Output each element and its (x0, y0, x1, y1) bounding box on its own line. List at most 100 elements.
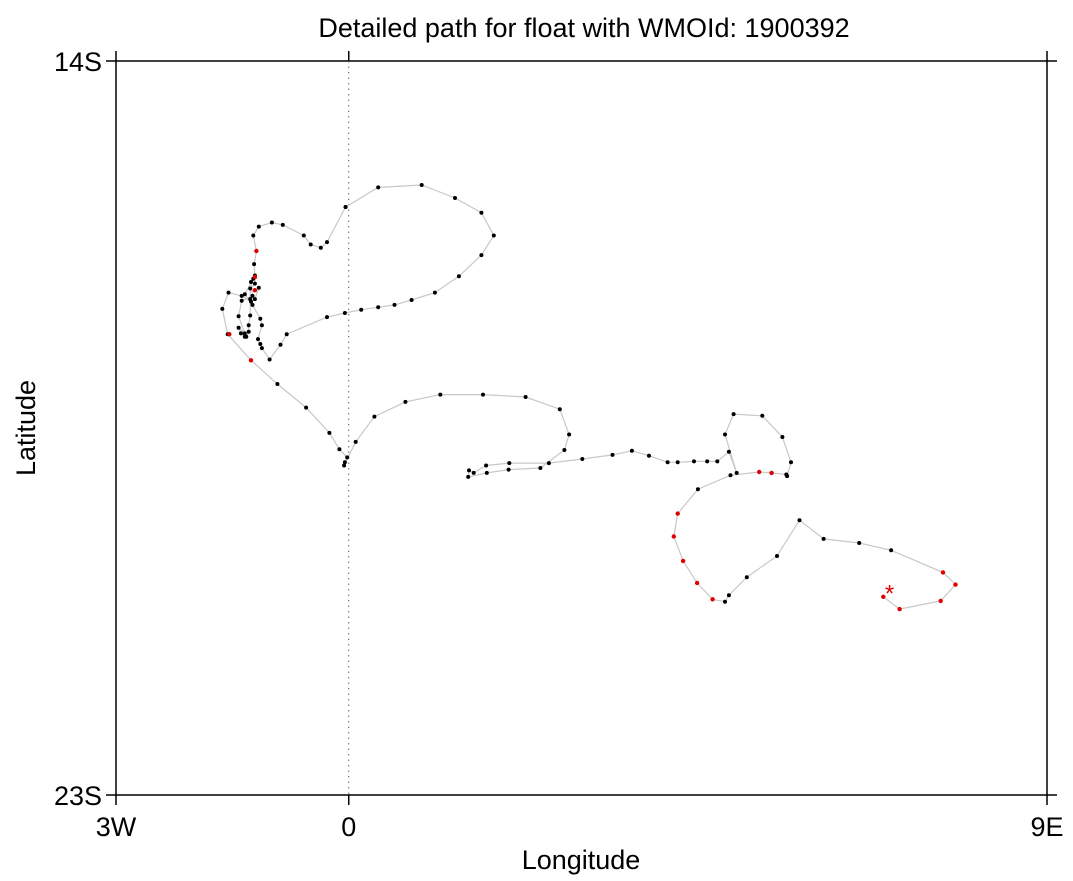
last-position-marker: * (885, 580, 894, 607)
profile-point (432, 290, 437, 295)
highlighted-point (254, 248, 259, 254)
profile-point (507, 461, 512, 466)
profile-point (353, 439, 358, 444)
profile-point (438, 392, 443, 397)
float-path-group (221, 184, 957, 610)
profile-point (304, 405, 309, 410)
profile-point (562, 448, 567, 452)
highlighted-point (938, 598, 943, 604)
profile-point (784, 472, 789, 477)
profile-point (342, 460, 347, 465)
profile-points-group: * (220, 183, 958, 612)
profile-point (610, 452, 615, 457)
highlighted-point (694, 580, 700, 586)
profile-point (258, 316, 263, 321)
profile-point (705, 459, 710, 464)
highlighted-point (710, 597, 715, 602)
profile-point (238, 331, 243, 336)
profile-point (250, 302, 255, 307)
highlighted-point (252, 288, 258, 293)
profile-point (728, 473, 733, 478)
profile-point (403, 399, 408, 404)
float-path-line-1 (237, 184, 495, 361)
profile-point (466, 474, 471, 479)
profile-point (337, 447, 342, 452)
highlighted-point (953, 582, 958, 587)
profile-point (731, 412, 736, 417)
profile-point (251, 233, 256, 238)
profile-point (226, 290, 231, 295)
profile-point (284, 332, 289, 337)
profile-point (484, 470, 489, 475)
profile-point (744, 575, 749, 580)
profile-point (252, 262, 257, 267)
profile-point (481, 392, 485, 397)
profile-point (250, 293, 255, 298)
profile-point (259, 346, 264, 351)
profile-point (269, 220, 274, 225)
profile-point (343, 205, 348, 209)
profile-point (256, 285, 261, 290)
highlighted-point (940, 570, 946, 575)
profile-point (760, 413, 765, 418)
profile-point (546, 461, 551, 466)
profile-point (723, 599, 727, 604)
highlighted-point (897, 606, 902, 612)
profile-point (453, 196, 457, 200)
profile-point (479, 253, 484, 258)
highlighted-point (680, 558, 686, 564)
profile-point (789, 460, 793, 465)
profile-point (267, 357, 272, 362)
x-tick-label: 9E (1030, 812, 1063, 842)
profile-point (258, 342, 263, 346)
profile-point (280, 222, 285, 227)
profile-point (259, 323, 264, 328)
profile-point (780, 435, 785, 439)
profile-point (726, 449, 731, 454)
profile-point (857, 541, 862, 545)
profile-point (244, 334, 249, 339)
profile-point (248, 313, 253, 318)
profile-point (479, 210, 484, 215)
profile-point (252, 281, 257, 286)
y-tick-label: 23S (54, 781, 102, 811)
x-tick-label: 3W (96, 812, 137, 842)
highlighted-point (881, 594, 886, 599)
profile-point (723, 432, 727, 437)
profile-point (242, 292, 247, 297)
profile-point (256, 224, 261, 229)
y-axis-label: Latitude (11, 380, 41, 476)
profile-point (342, 311, 347, 315)
highlighted-point (769, 470, 774, 476)
profile-point (775, 554, 779, 558)
profile-point (246, 329, 251, 334)
profile-point (372, 414, 377, 419)
profile-point (325, 240, 329, 245)
chart-title: Detailed path for float with WMOId: 1900… (318, 13, 849, 43)
profile-point (456, 274, 461, 279)
profile-point (726, 593, 731, 598)
profile-point (409, 298, 414, 302)
profile-point (647, 453, 651, 458)
profile-point (376, 305, 381, 310)
profile-point (345, 455, 350, 460)
profile-point (220, 306, 225, 311)
profile-point (301, 233, 306, 238)
profile-point (327, 430, 332, 435)
profile-point (236, 314, 241, 319)
profile-point (491, 233, 496, 238)
highlighted-point (227, 332, 232, 337)
profile-point (246, 323, 251, 328)
highlighted-point (248, 358, 254, 363)
highlighted-point (675, 511, 680, 516)
x-tick-label: 0 (341, 812, 356, 842)
x-axis-label: Longitude (522, 845, 641, 875)
plot-frame (115, 60, 1048, 796)
profile-point (248, 286, 253, 291)
profile-point (249, 299, 253, 304)
profile-point (236, 325, 241, 330)
profile-point (797, 518, 802, 523)
profile-point (715, 459, 720, 464)
float-path-line-2 (221, 287, 957, 610)
